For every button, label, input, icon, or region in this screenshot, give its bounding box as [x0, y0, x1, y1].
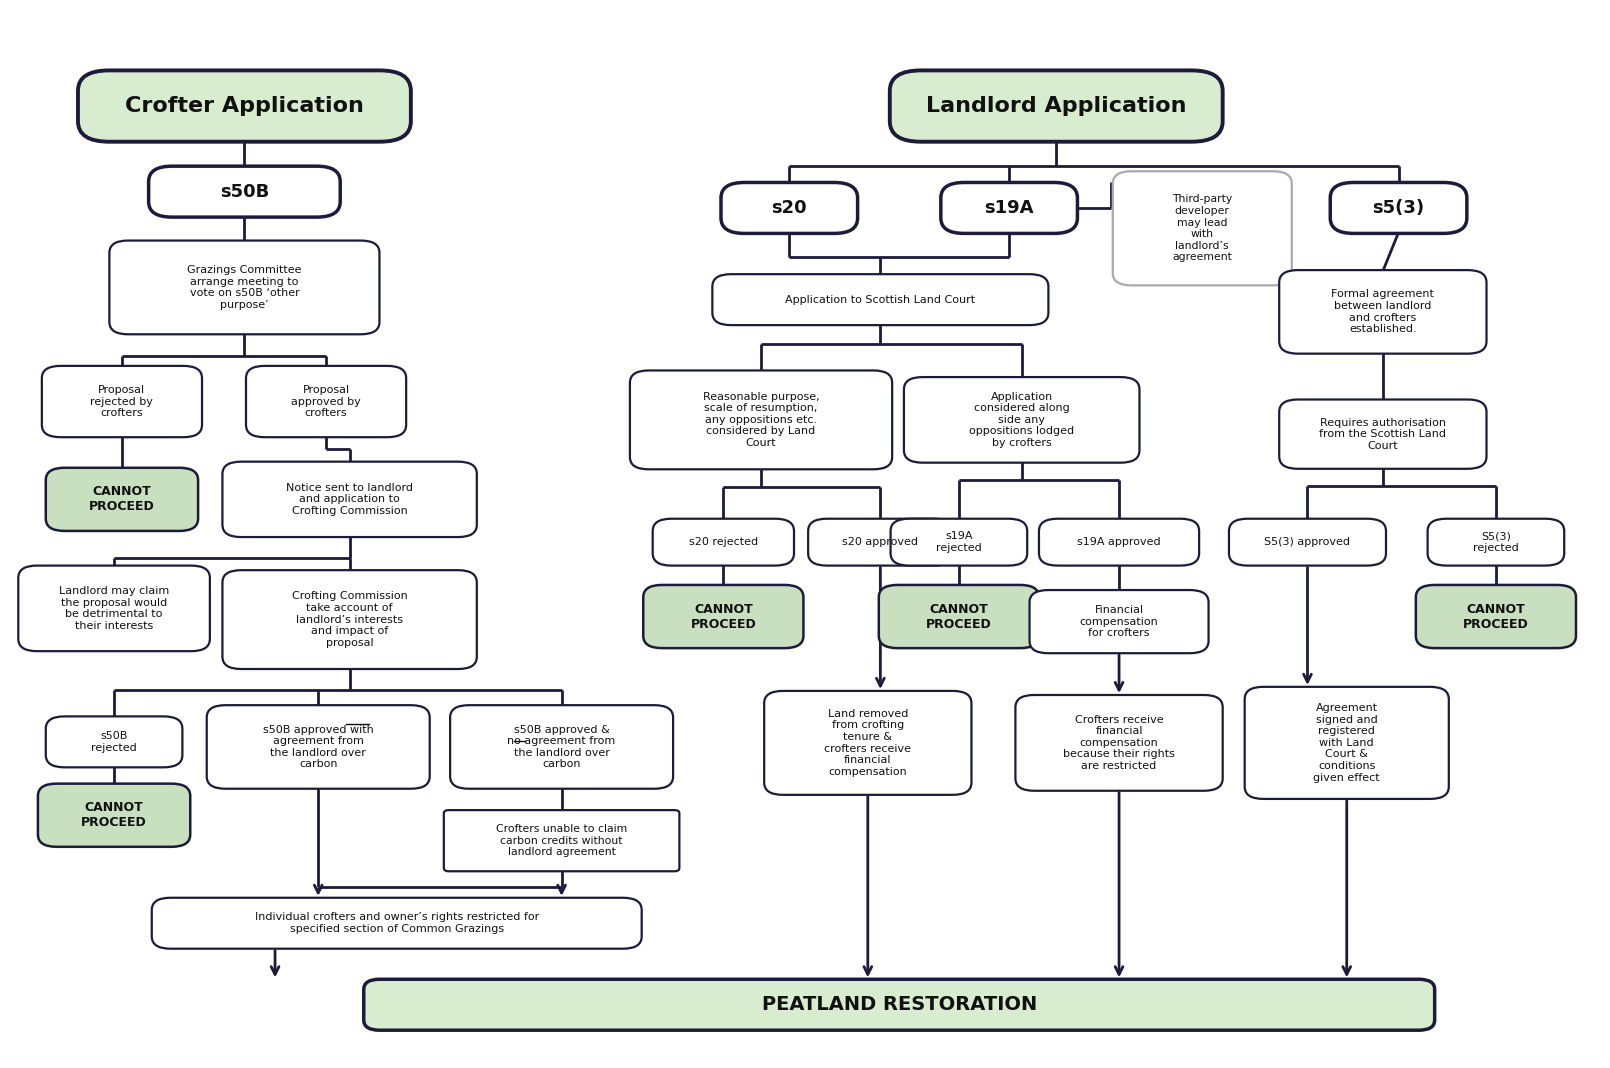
FancyBboxPatch shape	[151, 898, 642, 948]
Text: CANNOT
PROCEED: CANNOT PROCEED	[926, 602, 992, 630]
FancyBboxPatch shape	[1113, 171, 1291, 285]
FancyBboxPatch shape	[222, 461, 477, 537]
FancyBboxPatch shape	[1038, 519, 1199, 566]
Text: Crofting Commission
take account of
landlord’s interests
and impact of
proposal: Crofting Commission take account of land…	[291, 592, 407, 648]
FancyBboxPatch shape	[148, 167, 340, 217]
FancyBboxPatch shape	[444, 811, 679, 871]
Text: Landlord may claim
the proposal would
be detrimental to
their interests: Landlord may claim the proposal would be…	[60, 586, 169, 631]
FancyBboxPatch shape	[644, 585, 803, 648]
FancyBboxPatch shape	[45, 468, 198, 531]
FancyBboxPatch shape	[1280, 399, 1486, 469]
Text: CANNOT
PROCEED: CANNOT PROCEED	[691, 602, 757, 630]
Text: s50B: s50B	[221, 183, 269, 201]
Text: Grazings Committee
arrange meeting to
vote on s50B ‘other
purpose’: Grazings Committee arrange meeting to vo…	[187, 265, 301, 310]
Text: s50B approved &
no agreement from
the landlord over
carbon: s50B approved & no agreement from the la…	[507, 724, 615, 769]
Text: s19A
rejected: s19A rejected	[935, 532, 982, 553]
FancyBboxPatch shape	[451, 705, 673, 789]
Text: Crofters receive
financial
compensation
because their rights
are restricted: Crofters receive financial compensation …	[1063, 714, 1175, 771]
FancyBboxPatch shape	[940, 183, 1077, 234]
Text: Formal agreement
between landlord
and crofters
established.: Formal agreement between landlord and cr…	[1331, 289, 1435, 334]
FancyBboxPatch shape	[879, 585, 1038, 648]
FancyBboxPatch shape	[1330, 183, 1467, 234]
Text: Individual crofters and owner’s rights restricted for
specified section of Commo: Individual crofters and owner’s rights r…	[254, 912, 539, 934]
Text: Land removed
from crofting
tenure &
crofters receive
financial
compensation: Land removed from crofting tenure & crof…	[824, 709, 911, 776]
Text: s20 rejected: s20 rejected	[689, 537, 758, 547]
FancyBboxPatch shape	[109, 240, 380, 334]
Text: s50B approved with
agreement from
the landlord over
carbon: s50B approved with agreement from the la…	[262, 724, 374, 769]
FancyBboxPatch shape	[18, 566, 209, 651]
Text: Crofter Application: Crofter Application	[126, 96, 364, 116]
FancyBboxPatch shape	[1280, 270, 1486, 354]
Text: Notice sent to landlord
and application to
Crofting Commission: Notice sent to landlord and application …	[287, 483, 414, 516]
Text: Requires authorisation
from the Scottish Land
Court: Requires authorisation from the Scottish…	[1319, 418, 1446, 451]
Text: PEATLAND RESTORATION: PEATLAND RESTORATION	[762, 995, 1037, 1015]
FancyBboxPatch shape	[721, 183, 858, 234]
Text: CANNOT
PROCEED: CANNOT PROCEED	[89, 485, 155, 514]
FancyBboxPatch shape	[712, 274, 1048, 325]
Text: S5(3)
rejected: S5(3) rejected	[1473, 532, 1518, 553]
FancyBboxPatch shape	[77, 70, 411, 142]
Text: s5(3): s5(3)	[1372, 199, 1425, 217]
Text: Application to Scottish Land Court: Application to Scottish Land Court	[786, 295, 976, 304]
Text: CANNOT
PROCEED: CANNOT PROCEED	[80, 801, 147, 829]
FancyBboxPatch shape	[903, 377, 1140, 462]
Text: Third-party
developer
may lead
with
landlord’s
agreement: Third-party developer may lead with land…	[1172, 194, 1232, 263]
Text: s20 approved: s20 approved	[842, 537, 918, 547]
Text: Landlord Application: Landlord Application	[926, 96, 1187, 116]
Text: Reasonable purpose,
scale of resumption,
any oppositions etc.
considered by Land: Reasonable purpose, scale of resumption,…	[702, 392, 819, 449]
Text: s20: s20	[771, 199, 807, 217]
FancyBboxPatch shape	[1228, 519, 1386, 566]
Text: s50B
rejected: s50B rejected	[92, 732, 137, 753]
FancyBboxPatch shape	[890, 519, 1027, 566]
Text: Proposal
approved by
crofters: Proposal approved by crofters	[291, 384, 361, 419]
Text: Agreement
signed and
registered
with Land
Court &
conditions
given effect: Agreement signed and registered with Lan…	[1314, 703, 1380, 783]
FancyBboxPatch shape	[1415, 585, 1576, 648]
FancyBboxPatch shape	[652, 519, 794, 566]
Text: Proposal
rejected by
crofters: Proposal rejected by crofters	[90, 384, 153, 419]
FancyBboxPatch shape	[1428, 519, 1565, 566]
FancyBboxPatch shape	[42, 366, 201, 437]
Text: Crofters unable to claim
carbon credits without
landlord agreement: Crofters unable to claim carbon credits …	[496, 824, 628, 858]
FancyBboxPatch shape	[39, 784, 190, 847]
FancyBboxPatch shape	[246, 366, 406, 437]
FancyBboxPatch shape	[765, 691, 971, 795]
FancyBboxPatch shape	[808, 519, 953, 566]
Text: S5(3) approved: S5(3) approved	[1264, 537, 1351, 547]
FancyBboxPatch shape	[364, 979, 1435, 1031]
Text: Application
considered along
side any
oppositions lodged
by crofters: Application considered along side any op…	[969, 392, 1074, 449]
FancyBboxPatch shape	[206, 705, 430, 789]
Text: s19A approved: s19A approved	[1077, 537, 1161, 547]
FancyBboxPatch shape	[1245, 687, 1449, 799]
FancyBboxPatch shape	[1029, 590, 1209, 654]
FancyBboxPatch shape	[890, 70, 1222, 142]
Text: CANNOT
PROCEED: CANNOT PROCEED	[1463, 602, 1530, 630]
FancyBboxPatch shape	[222, 570, 477, 669]
FancyBboxPatch shape	[45, 717, 182, 767]
FancyBboxPatch shape	[630, 371, 892, 469]
Text: Financial
compensation
for crofters: Financial compensation for crofters	[1080, 606, 1159, 639]
Text: s19A: s19A	[984, 199, 1034, 217]
FancyBboxPatch shape	[1016, 695, 1222, 790]
